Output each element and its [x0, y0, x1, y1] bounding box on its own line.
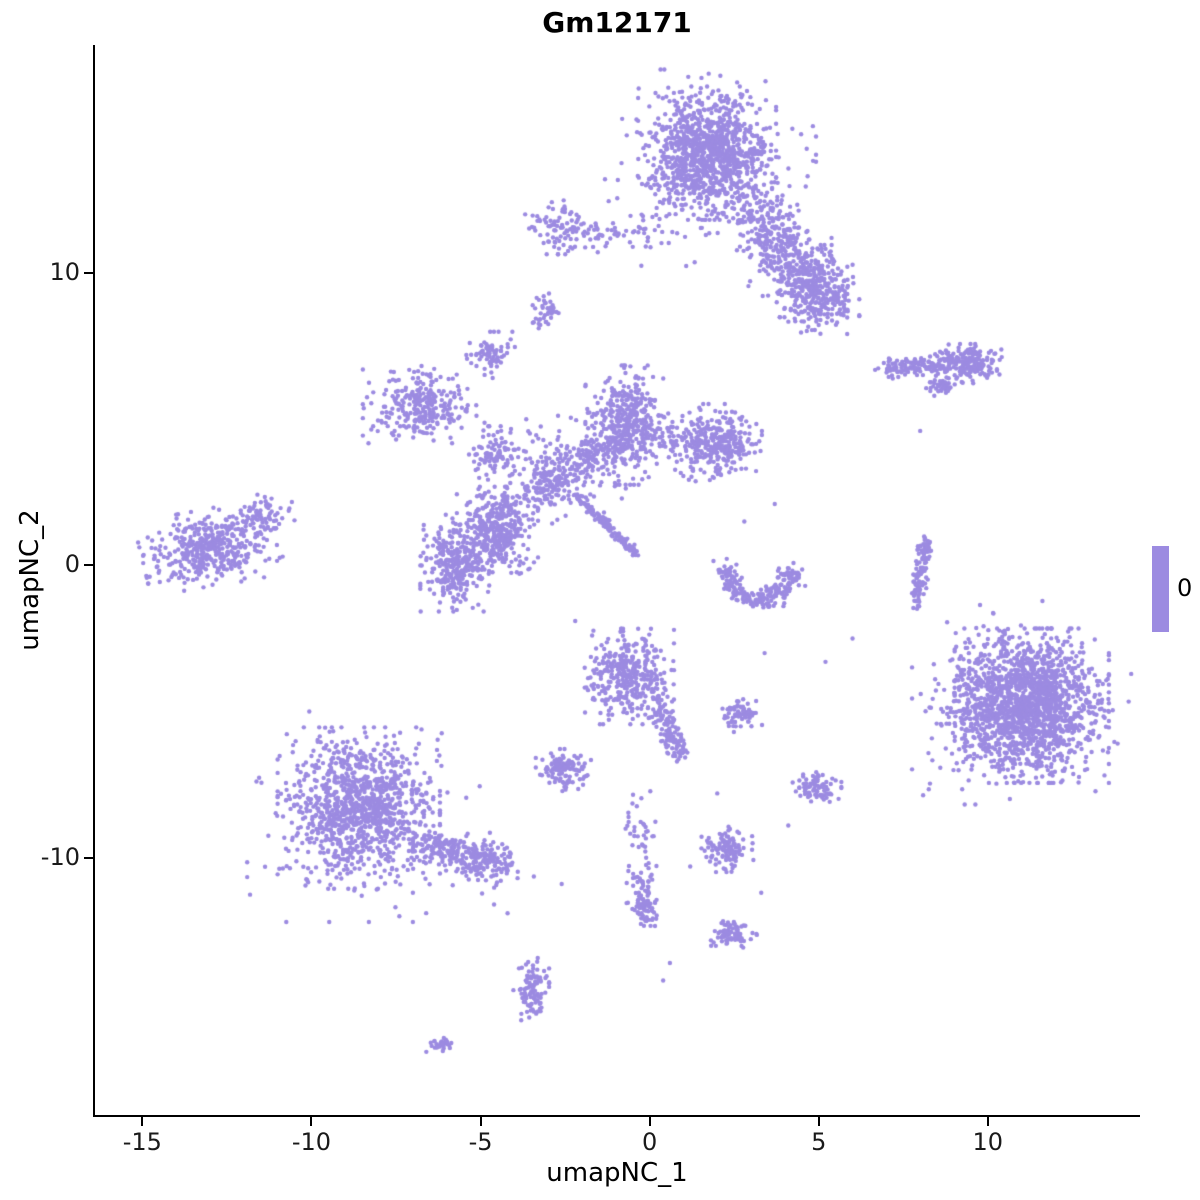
x-tick-label: -5: [468, 1128, 493, 1156]
y-tick-mark: [84, 272, 93, 275]
x-tick-mark: [479, 1117, 482, 1126]
legend-colorbar: [1152, 546, 1169, 632]
legend-label: 0: [1177, 574, 1193, 602]
y-tick-label: -10: [40, 842, 80, 871]
x-tick-mark: [648, 1117, 651, 1126]
x-tick-mark: [310, 1117, 313, 1126]
plot-title: Gm12171: [542, 6, 692, 39]
y-axis-label: umapNC_2: [15, 509, 45, 651]
y-tick-mark: [84, 856, 93, 859]
x-tick-mark: [817, 1117, 820, 1126]
x-tick-mark: [141, 1117, 144, 1126]
plot-panel: [93, 45, 1140, 1117]
x-tick-label: 0: [641, 1128, 658, 1156]
scatter-canvas: [95, 45, 1140, 1115]
x-axis-label: umapNC_1: [546, 1158, 688, 1188]
x-tick-mark: [986, 1117, 989, 1126]
x-tick-label: -15: [122, 1128, 162, 1156]
y-tick-mark: [84, 564, 93, 567]
x-tick-label: -10: [291, 1128, 332, 1156]
x-tick-label: 10: [972, 1128, 1004, 1156]
x-tick-label: 5: [811, 1128, 827, 1156]
y-tick-label: 10: [49, 258, 80, 287]
y-tick-label: 0: [64, 550, 80, 579]
